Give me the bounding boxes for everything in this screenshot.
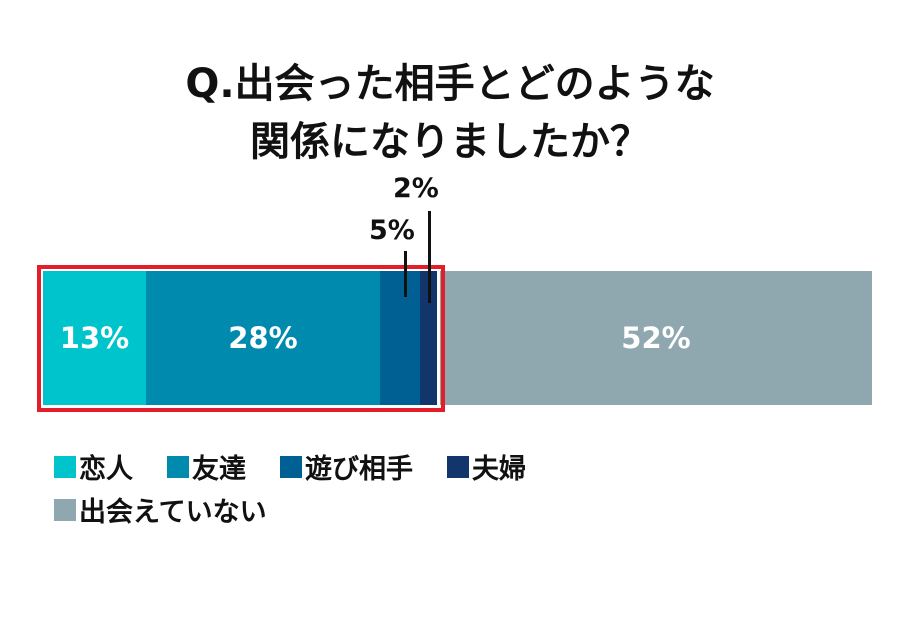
segment-spouse	[420, 271, 437, 405]
highlight-box	[37, 265, 445, 412]
segment-not-met: 52%	[440, 271, 872, 405]
swatch-icon	[54, 498, 76, 521]
swatch-icon	[54, 455, 76, 478]
title-line-2: 関係になりましたか？	[250, 119, 650, 165]
legend-item-not-met: 出会えていない	[54, 490, 267, 529]
chart-title: Q.出会った相手とどのような 関係になりましたか？	[0, 55, 900, 171]
legend-item-spouse: 夫婦	[447, 447, 526, 486]
swatch-icon	[447, 455, 469, 478]
swatch-icon	[280, 455, 302, 478]
segment-friend: 28%	[146, 271, 380, 405]
segment-lover: 13%	[43, 271, 146, 405]
swatch-icon	[167, 455, 189, 478]
legend-row-2: 出会えていない	[54, 490, 301, 529]
callout-line-casual	[404, 251, 407, 297]
legend-row-1: 恋人 友達 遊び相手 夫婦	[54, 447, 560, 486]
callout-spouse: 2%	[393, 173, 439, 204]
legend-item-casual: 遊び相手	[280, 447, 413, 486]
title-line-1: Q.出会った相手とどのような	[185, 61, 715, 107]
legend-item-lover: 恋人	[54, 447, 133, 486]
legend-item-friend: 友達	[167, 447, 246, 486]
segment-casual	[380, 271, 420, 405]
callout-casual: 5%	[369, 215, 415, 246]
callout-line-spouse	[428, 211, 431, 303]
